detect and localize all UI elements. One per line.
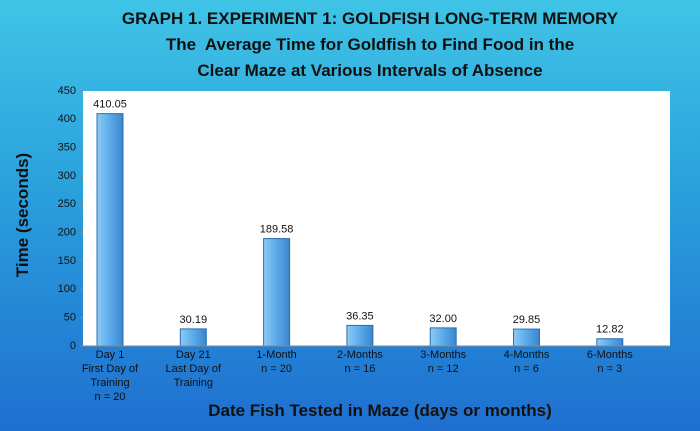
x-tick-label: First Day of: [82, 363, 139, 375]
value-label: 29.85: [513, 314, 541, 326]
bar: [513, 328, 540, 347]
chart-subtitle: Clear Maze at Various Intervals of Absen…: [197, 61, 542, 80]
y-tick-label: 150: [58, 255, 76, 267]
bar: [179, 328, 207, 347]
chart-subtitle: The Average Time for Goldfish to Find Fo…: [166, 35, 574, 54]
bar: [346, 324, 374, 347]
y-tick-label: 50: [64, 312, 76, 324]
x-tick-label: Day 1: [96, 349, 125, 361]
x-tick-label: n = 3: [597, 363, 622, 375]
bar: [96, 113, 124, 347]
y-tick-label: 300: [58, 170, 76, 182]
x-tick-label: 3-Months: [420, 349, 466, 361]
x-tick-label: n = 20: [95, 391, 126, 403]
y-tick-label: 0: [70, 340, 76, 352]
value-label: 410.05: [93, 99, 127, 111]
y-tick-label: 200: [58, 227, 76, 239]
bar: [429, 327, 457, 347]
value-label: 32.00: [429, 313, 457, 325]
x-tick-label: Training: [90, 377, 129, 389]
x-tick-label: Training: [174, 377, 213, 389]
x-tick-label: n = 20: [261, 363, 292, 375]
x-tick-label: 2-Months: [337, 349, 383, 361]
value-label: 12.82: [596, 324, 624, 336]
x-tick-label: 4-Months: [504, 349, 550, 361]
x-tick-label: Last Day of: [165, 363, 222, 375]
value-label: 36.35: [346, 310, 374, 322]
x-tick-label: 6-Months: [587, 349, 633, 361]
x-tick-label: n = 6: [514, 363, 539, 375]
y-tick-label: 100: [58, 283, 76, 295]
plot-area: [83, 91, 670, 346]
value-label: 30.19: [180, 314, 208, 326]
x-tick-label: Day 21: [176, 349, 211, 361]
x-tick-label: n = 12: [428, 363, 459, 375]
y-tick-label: 450: [58, 85, 76, 97]
y-axis-title: Time (seconds): [13, 153, 32, 277]
x-tick-label: n = 16: [344, 363, 375, 375]
value-label: 189.58: [260, 224, 294, 236]
y-tick-label: 250: [58, 198, 76, 210]
x-tick-label: 1-Month: [256, 349, 296, 361]
y-tick-label: 350: [58, 142, 76, 154]
y-tick-label: 400: [58, 113, 76, 125]
chart-title: GRAPH 1. EXPERIMENT 1: GOLDFISH LONG-TER…: [122, 9, 619, 28]
bar: [263, 238, 291, 347]
bar: [596, 338, 624, 347]
x-axis-title: Date Fish Tested in Maze (days or months…: [208, 401, 552, 420]
